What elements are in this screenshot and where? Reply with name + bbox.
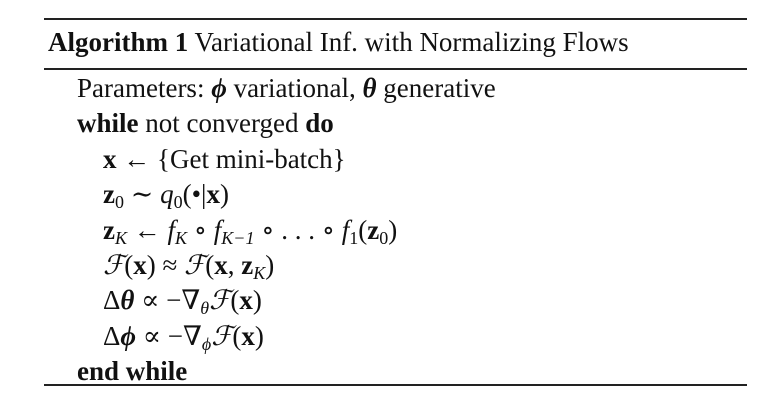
line-token: Parameters: (77, 73, 212, 103)
bottom-rule (44, 384, 747, 386)
line-token: ( (358, 214, 368, 245)
line-token: θ (362, 73, 377, 103)
line-token: 0 (379, 227, 389, 248)
line-token: K−1 (221, 227, 255, 248)
line-token: 0 (173, 192, 183, 213)
line-token: ϕ (211, 73, 227, 103)
line-token: (•| (182, 179, 207, 210)
line-token: ℱ (209, 285, 231, 316)
algorithm-line: zK ← fK ∘ fK−1 ∘ . . . ∘ f1(z0) (103, 213, 397, 247)
line-token: while (77, 108, 139, 139)
algorithm-line: end while (77, 354, 187, 388)
line-token: ϕ (201, 333, 212, 354)
line-token: ( (232, 320, 242, 351)
line-token: Δ (103, 285, 121, 316)
line-token: ) ≈ (146, 250, 185, 280)
line-token: ∝ −∇ (134, 285, 201, 316)
line-token: ) (265, 250, 275, 280)
line-token: θ (200, 298, 210, 319)
line-token: ℱ (184, 250, 206, 280)
algorithm-line: z0 ∼ q0(•|x) (103, 177, 229, 211)
line-token: 0 (114, 192, 124, 213)
line-token: ) (219, 179, 229, 210)
algorithm-box: Algorithm 1 Variational Inf. with Normal… (44, 18, 747, 386)
line-token: ℱ (211, 320, 233, 351)
line-token: ∘ . . . ∘ (254, 214, 342, 245)
algorithm-line: while not converged do (77, 106, 334, 140)
line-token: f (341, 214, 350, 245)
line-token: , (227, 250, 242, 280)
line-token: do (305, 108, 334, 139)
line-token: ∘ (187, 214, 214, 245)
algorithm-label: Algorithm 1 (48, 27, 189, 57)
line-token: K (175, 227, 188, 248)
algorithm-line: Δϕ ∝ −∇ϕℱ(x) (103, 319, 264, 353)
algorithm-caption: Algorithm 1 Variational Inf. with Normal… (48, 24, 629, 60)
line-token: K (114, 227, 127, 248)
line-token: K (253, 263, 266, 283)
line-token: ) (388, 214, 398, 245)
line-token: ∼ (123, 179, 161, 210)
line-token: generative (376, 73, 496, 103)
algorithm-line: ℱ(x) ≈ ℱ(x, zK) (103, 248, 274, 282)
line-token: θ (120, 285, 135, 316)
line-token: x (103, 143, 117, 174)
line-token: ( (124, 250, 134, 280)
line-token: x (206, 179, 220, 210)
line-token: x (241, 320, 255, 351)
line-token: z (367, 214, 380, 245)
line-token: x (214, 250, 228, 280)
caption-rule (44, 68, 747, 70)
line-token: f (213, 214, 222, 245)
algorithm-title: Variational Inf. with Normalizing Flows (194, 27, 629, 57)
line-token: ) (254, 320, 264, 351)
line-token: ϕ (120, 320, 136, 351)
line-token: q (160, 179, 174, 210)
top-rule (44, 18, 747, 20)
line-token: end while (77, 356, 188, 387)
line-token: z (103, 179, 115, 210)
line-token: z (103, 214, 115, 245)
algorithm-line: Δθ ∝ −∇θℱ(x) (103, 283, 262, 317)
line-token: ∝ −∇ (136, 320, 202, 351)
line-token: variational, (226, 73, 363, 103)
line-token: ( (230, 285, 240, 316)
line-token: 1 (349, 227, 359, 248)
line-token: x (239, 285, 253, 316)
line-token: Δ (103, 320, 121, 351)
line-token: ← (127, 214, 168, 245)
line-token: x (133, 250, 147, 280)
line-token: ( (205, 250, 215, 280)
line-token: z (241, 250, 254, 280)
algorithm-line: Parameters: ϕ variational, θ generative (77, 71, 496, 105)
algorithm-line: x ← {Get mini-batch} (103, 142, 346, 176)
line-token: ← {Get mini-batch} (116, 143, 346, 174)
line-token: f (167, 214, 176, 245)
line-token: ) (252, 285, 262, 316)
line-token: ℱ (103, 250, 125, 280)
line-token: not converged (138, 108, 306, 139)
